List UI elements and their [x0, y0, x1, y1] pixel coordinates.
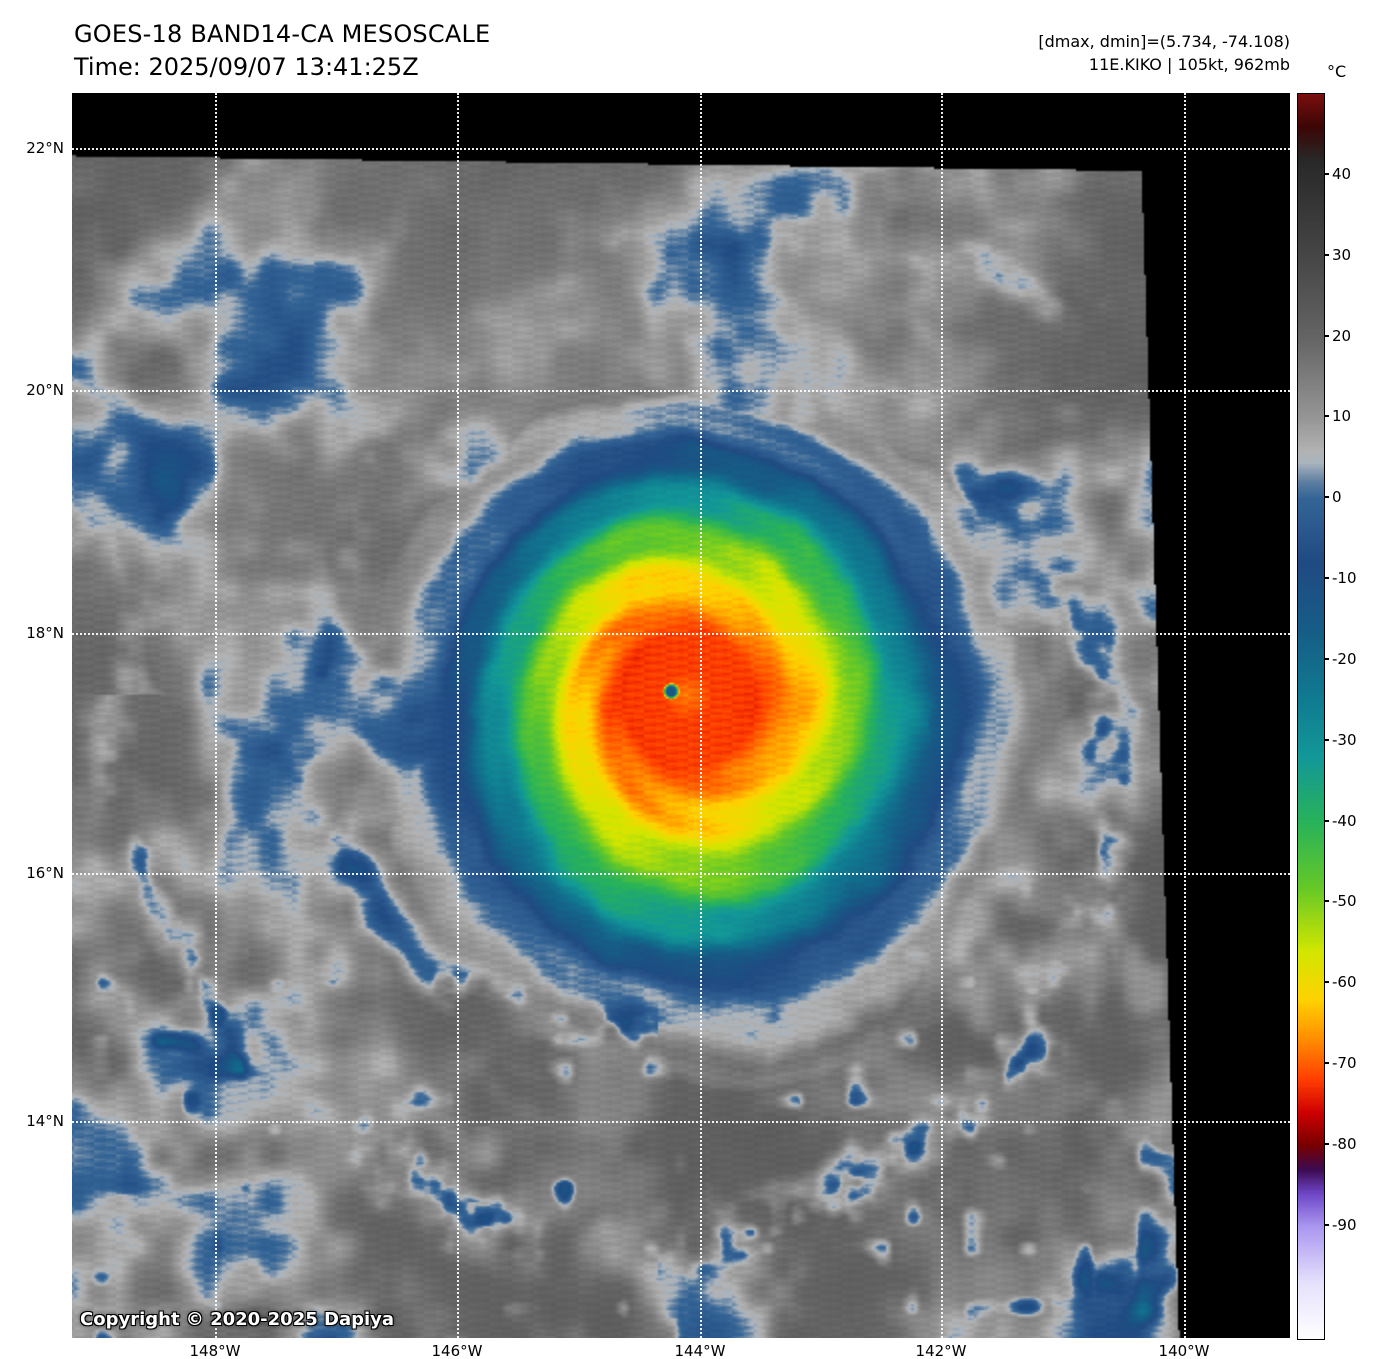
colorbar-unit-label: °C: [1327, 62, 1347, 81]
colorbar-tick-label: 30: [1332, 245, 1352, 264]
colorbar-tick-mark: [1324, 1223, 1329, 1226]
colorbar-tick-mark: [1324, 657, 1329, 660]
timestamp: Time: 2025/09/07 13:41:25Z: [74, 53, 419, 81]
colorbar-tick-mark: [1324, 253, 1329, 256]
colorbar-tick-mark: [1324, 1062, 1329, 1065]
colorbar-tick-label: -60: [1332, 973, 1357, 992]
lon-tick-label: 142°W: [915, 1342, 967, 1359]
colorbar-tick-mark: [1324, 981, 1329, 984]
colorbar-tick-label: 20: [1332, 326, 1352, 345]
colorbar-tick-label: -20: [1332, 649, 1357, 668]
colorbar-tick-mark: [1324, 415, 1329, 418]
range-annotation: [dmax, dmin]=(5.734, -74.108): [1038, 32, 1290, 51]
colorbar-tick-label: -50: [1332, 892, 1357, 911]
lon-tick-label: 140°W: [1158, 1342, 1210, 1359]
product-title: GOES-18 BAND14-CA MESOSCALE: [74, 20, 491, 48]
map-plot-area: Copyright © 2020-2025 Dapiya: [72, 93, 1290, 1338]
colorbar-tick-mark: [1324, 1142, 1329, 1145]
header-right: [dmax, dmin]=(5.734, -74.108) 11E.KIKO |…: [1038, 30, 1290, 76]
storm-annotation: 11E.KIKO | 105kt, 962mb: [1088, 55, 1290, 74]
satellite-ir-image: [72, 93, 1290, 1338]
lon-tick-label: 146°W: [431, 1342, 483, 1359]
lat-tick-label: 22°N: [26, 139, 64, 158]
colorbar-tick-label: 0: [1332, 488, 1342, 507]
colorbar-tick-mark: [1324, 900, 1329, 903]
lat-tick-label: 20°N: [26, 381, 64, 400]
lon-tick-label: 144°W: [674, 1342, 726, 1359]
lon-tick-label: 148°W: [189, 1342, 241, 1359]
colorbar-tick-mark: [1324, 496, 1329, 499]
colorbar-tick-mark: [1324, 819, 1329, 822]
header-left: GOES-18 BAND14-CA MESOSCALE Time: 2025/0…: [74, 20, 490, 81]
copyright-label: Copyright © 2020-2025 Dapiya: [80, 1309, 395, 1330]
colorbar-tick-label: -40: [1332, 811, 1357, 830]
colorbar: [1297, 93, 1325, 1340]
colorbar-tick-mark: [1324, 577, 1329, 580]
colorbar-tick-label: -30: [1332, 730, 1357, 749]
colorbar-tick-label: 40: [1332, 164, 1352, 183]
colorbar-tick-label: -70: [1332, 1054, 1357, 1073]
colorbar-tick-label: 10: [1332, 407, 1352, 426]
colorbar-tick-label: -80: [1332, 1134, 1357, 1153]
lat-tick-label: 18°N: [26, 623, 64, 642]
lat-tick-label: 14°N: [26, 1111, 64, 1130]
lat-tick-label: 16°N: [26, 863, 64, 882]
colorbar-tick-mark: [1324, 738, 1329, 741]
colorbar-tick-mark: [1324, 172, 1329, 175]
colorbar-tick-label: -10: [1332, 569, 1357, 588]
colorbar-tick-mark: [1324, 334, 1329, 337]
colorbar-tick-label: -90: [1332, 1215, 1357, 1234]
